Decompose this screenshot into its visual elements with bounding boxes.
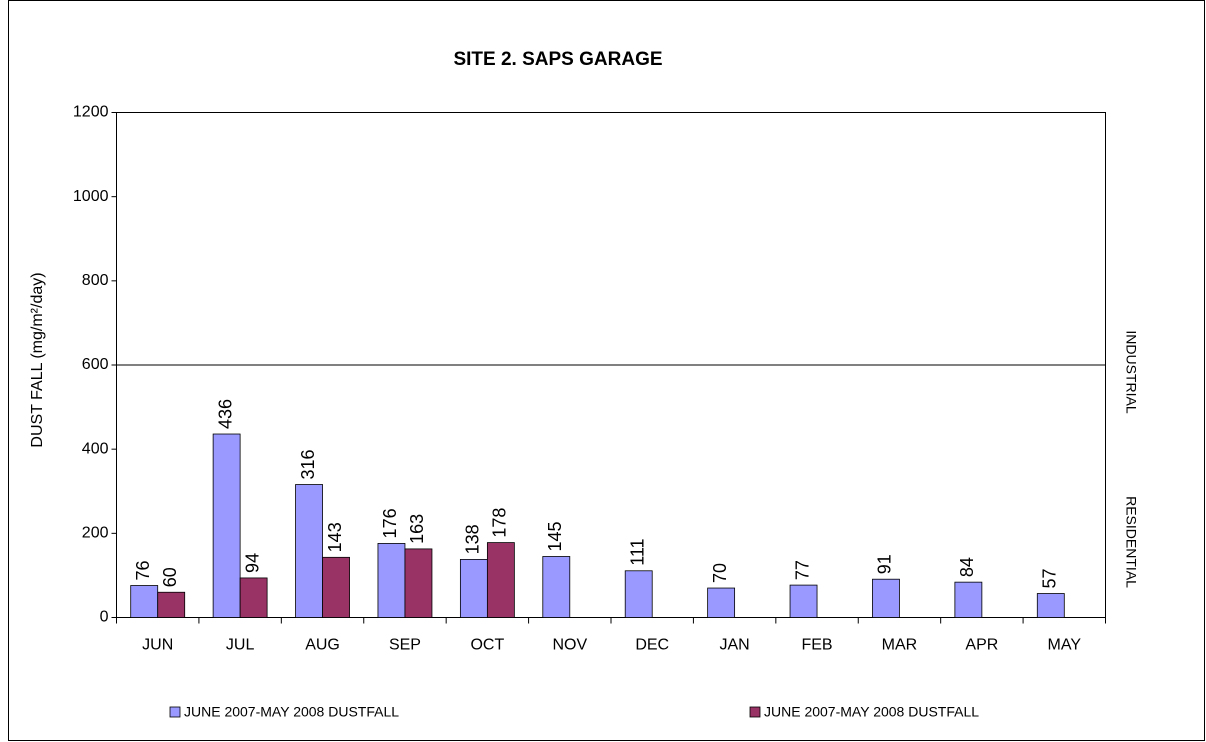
y-tick-label: 800 [82,272,109,289]
bar [486,542,515,618]
bar [1036,593,1065,618]
x-tick-label: MAY [1048,637,1082,654]
y-tick-label: 1200 [73,104,109,121]
data-label: 316 [298,449,318,479]
y-tick-label: 0 [100,609,109,626]
x-tick-label: NOV [552,637,587,654]
annotation: INDUSTRIAL [1123,330,1139,413]
bar [322,556,350,618]
legend-label: JUNE 2007-MAY 2008 DUSTFALL [184,704,399,720]
annotation: RESIDENTIAL [1123,496,1139,588]
bar [377,543,406,618]
data-label: 145 [545,521,565,551]
legend-swatch [749,706,761,718]
x-tick-label: APR [965,637,998,654]
x-tick-label: SEP [389,637,421,654]
chart-border [8,0,1205,741]
x-tick-label: DEC [635,637,669,654]
y-tick-label: 600 [82,356,109,373]
bar [624,570,653,618]
data-label: 84 [957,557,977,577]
chart-title: SITE 2. SAPS GARAGE [453,49,662,70]
legend-swatch [169,706,181,718]
bar [295,484,323,618]
data-label: 163 [407,514,427,544]
bar [130,585,159,618]
y-axis-label: DUST FALL (mg/m²/day) [29,272,46,447]
x-tick-label: AUG [305,637,340,654]
data-label: 176 [380,508,400,538]
x-tick-label: MAR [882,637,918,654]
y-tick-label: 400 [82,440,109,457]
bar [212,433,241,618]
bar [954,581,983,618]
x-tick-label: JAN [720,637,750,654]
bar [459,559,488,618]
bar [872,578,900,618]
y-tick-label: 200 [82,525,109,542]
data-label: 60 [160,567,180,587]
data-label: 138 [463,524,483,554]
x-tick-label: OCT [470,637,504,654]
legend-label: JUNE 2007-MAY 2008 DUSTFALL [764,704,979,720]
x-tick-label: JUN [142,637,173,654]
y-tick-label: 1000 [73,188,109,205]
data-label: 94 [242,553,262,573]
data-label: 91 [875,554,895,574]
data-label: 111 [627,538,647,565]
bar [542,556,571,618]
bar [404,548,433,618]
data-label: 436 [215,399,235,429]
data-label: 143 [325,522,345,552]
data-label: 178 [490,508,510,538]
bar [239,577,268,618]
data-label: 77 [792,560,812,580]
data-label: 70 [710,563,730,583]
data-label: 57 [1040,568,1060,588]
bar [707,587,736,618]
x-tick-label: JUL [226,637,255,654]
bar [157,591,186,618]
data-label: 76 [133,560,153,580]
x-tick-label: FEB [801,637,832,654]
bar [789,584,818,618]
